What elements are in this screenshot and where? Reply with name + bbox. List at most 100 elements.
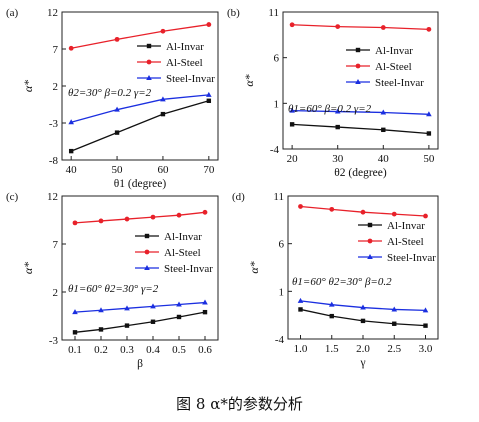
data-point-marker (68, 45, 74, 51)
legend-entry: Al-Invar (164, 231, 202, 243)
data-point-marker (98, 307, 104, 313)
series-al-invar (72, 309, 208, 335)
legend-entry: Al-Steel (375, 61, 412, 73)
series-al-invar (289, 122, 432, 136)
x-axis-label: β (137, 358, 143, 370)
data-point-marker (426, 26, 432, 32)
data-point-marker (72, 330, 78, 335)
data-point-marker (114, 36, 120, 42)
data-point-marker (422, 307, 429, 313)
chart-panel-a: (a) 40 50 60 70 -8 -3 2 7 12 θ1 (degree) α* Al-Invar… (6, 7, 219, 190)
data-point-marker (98, 218, 104, 224)
legend-entry: Al-Invar (375, 45, 413, 57)
y-tick-label: -8 (49, 155, 59, 167)
x-tick-label: 40 (378, 153, 390, 165)
data-point-marker (160, 111, 166, 117)
data-point-marker (206, 22, 212, 27)
y-tick-label: 11 (273, 191, 284, 203)
data-point-marker (360, 304, 366, 310)
data-point-marker (334, 108, 341, 114)
x-tick-label: 70 (203, 164, 215, 176)
x-tick-label: 40 (66, 164, 78, 176)
data-point-marker (150, 214, 156, 220)
data-point-marker (367, 254, 373, 259)
y-axis-label: α* (247, 261, 261, 273)
plot-frame (61, 195, 219, 341)
data-point-marker (355, 79, 361, 84)
panel-label: (b) (227, 7, 240, 19)
x-tick-label: 2.0 (356, 343, 370, 355)
x-axis-label: θ2 (degree) (334, 167, 387, 179)
data-point-marker (392, 321, 397, 326)
series-line (70, 100, 210, 152)
data-point-marker (144, 265, 150, 270)
data-point-marker (114, 106, 120, 112)
legend-entry: Al-Invar (166, 41, 204, 53)
series-line (300, 308, 426, 327)
data-point-marker (335, 124, 340, 130)
legend-entry: Steel-Invar (164, 263, 213, 275)
plot-frame (282, 11, 439, 150)
legend-entry: Steel-Invar (166, 73, 215, 85)
data-point-marker (68, 119, 74, 125)
series-steel-invar (72, 299, 208, 315)
data-point-marker (160, 28, 166, 34)
series-al-steel (72, 209, 208, 226)
data-point-marker (289, 107, 295, 113)
data-point-marker (367, 222, 373, 228)
parameter-annotation: θ2=30° β=0.2 γ=2 (68, 87, 152, 99)
data-point-marker (146, 43, 152, 49)
data-point-marker (329, 206, 335, 212)
x-tick-label: 1.5 (325, 343, 339, 355)
x-tick-label: 0.6 (198, 344, 212, 356)
legend: Al-Invar Al-Steel Steel-Invar (135, 231, 213, 275)
data-point-marker (150, 319, 156, 324)
data-point-marker (124, 216, 130, 222)
y-tick-label: 6 (274, 53, 280, 65)
data-point-marker (289, 122, 295, 127)
y-axis-label: α* (242, 74, 256, 86)
data-point-marker (380, 25, 386, 30)
y-tick-label: 12 (47, 7, 58, 19)
data-point-marker (355, 63, 361, 69)
panel-label: (a) (6, 7, 19, 19)
data-point-marker (176, 212, 182, 218)
data-point-marker (380, 109, 387, 115)
y-tick-label: 1 (279, 286, 285, 298)
data-point-marker (176, 314, 182, 320)
data-point-marker (426, 131, 432, 136)
series-al-steel (289, 22, 432, 32)
y-tick-label: 1 (274, 98, 280, 110)
series-line (74, 301, 206, 313)
y-tick-label: 2 (53, 287, 59, 299)
data-point-marker (426, 111, 432, 117)
data-point-marker (381, 127, 386, 133)
series-al-steel (298, 204, 428, 219)
series-steel-invar (68, 91, 212, 125)
parameter-annotation: θ1=60° θ2=30° γ=2 (68, 283, 159, 295)
data-point-marker (360, 209, 366, 215)
y-tick-label: -3 (49, 118, 59, 130)
series-line (74, 211, 206, 224)
legend-entry: Al-Steel (387, 236, 424, 248)
series-line (292, 109, 429, 115)
x-tick-label: 0.1 (68, 344, 82, 356)
x-tick-label: 2.5 (387, 343, 401, 355)
data-point-marker (391, 211, 397, 217)
data-point-marker (329, 313, 334, 319)
data-point-marker (360, 318, 366, 324)
data-point-marker (72, 220, 78, 226)
x-tick-label: 30 (332, 153, 344, 165)
data-point-marker (206, 98, 212, 103)
x-tick-label: 0.2 (94, 344, 108, 356)
y-axis-label: α* (21, 80, 35, 92)
data-point-marker (355, 47, 361, 53)
y-tick-label: 7 (53, 44, 59, 56)
parameter-annotation: θ1=60° θ2=30° β=0.2 (292, 276, 392, 288)
y-tick-label: 11 (268, 7, 279, 19)
data-point-marker (72, 309, 78, 315)
data-point-marker (146, 75, 152, 80)
data-point-marker (391, 306, 398, 312)
plot-frame (61, 11, 219, 161)
